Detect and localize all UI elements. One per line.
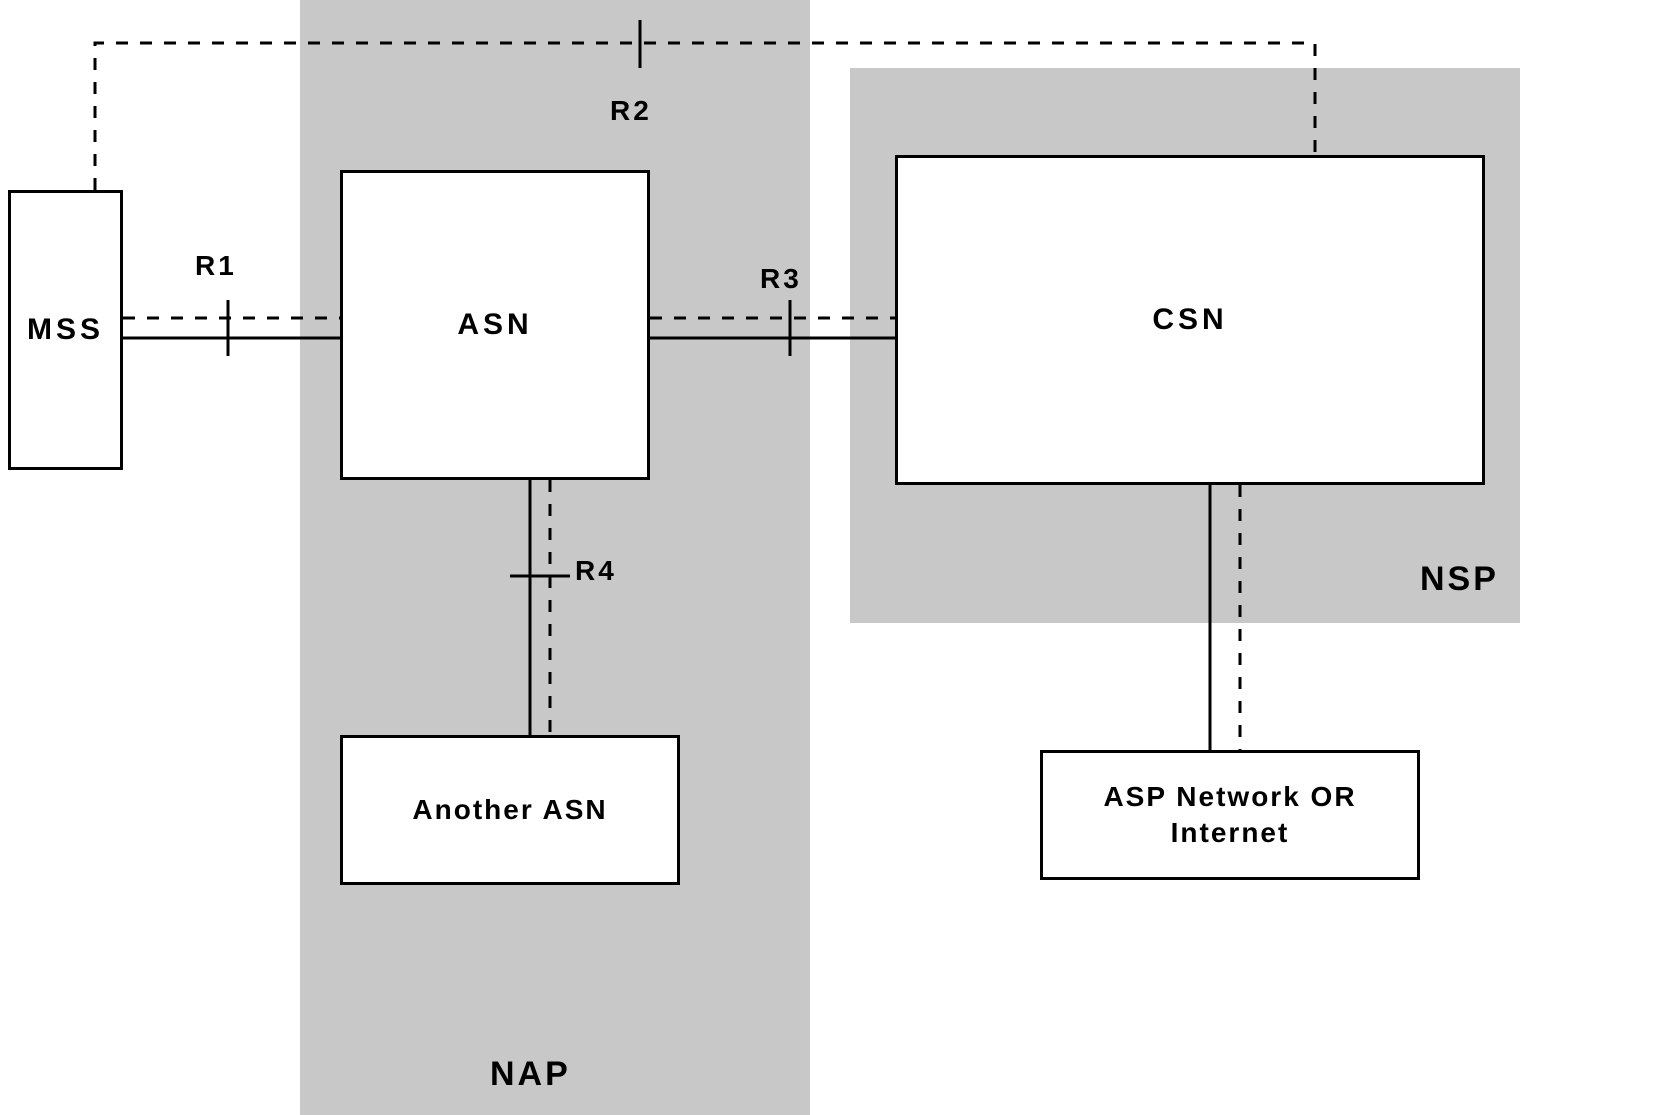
- r4-label: R4: [575, 555, 617, 587]
- csn-node: CSN: [895, 155, 1485, 485]
- r3-label: R3: [760, 263, 802, 295]
- asp-label: ASP Network OR Internet: [1043, 779, 1417, 852]
- mss-label: MSS: [27, 313, 104, 347]
- another-asn-label: Another ASN: [412, 794, 607, 826]
- nap-region-label: NAP: [490, 1055, 571, 1094]
- nsp-region-label: NSP: [1420, 560, 1499, 599]
- nap-region: [300, 0, 810, 1115]
- mss-node: MSS: [8, 190, 123, 470]
- diagram-container: MSS ASN CSN Another ASN ASP Network OR I…: [0, 0, 1665, 1115]
- asp-node: ASP Network OR Internet: [1040, 750, 1420, 880]
- asn-node: ASN: [340, 170, 650, 480]
- another-asn-node: Another ASN: [340, 735, 680, 885]
- r1-label: R1: [195, 250, 237, 282]
- csn-label: CSN: [1152, 303, 1227, 337]
- r2-label: R2: [610, 95, 652, 127]
- asn-label: ASN: [457, 308, 532, 342]
